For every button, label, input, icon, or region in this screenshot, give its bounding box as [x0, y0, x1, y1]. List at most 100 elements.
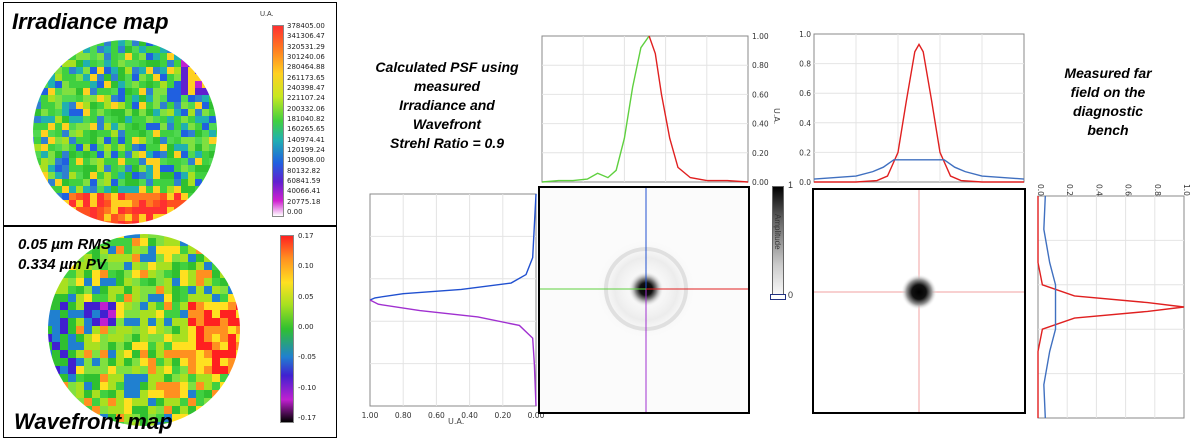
- heatmap-cell: [148, 374, 156, 382]
- heatmap-cell: [68, 342, 76, 350]
- heatmap-cell: [52, 382, 60, 390]
- heatmap-cell: [100, 366, 108, 374]
- heatmap-cell: [146, 193, 153, 200]
- heatmap-cell: [20, 53, 27, 60]
- heatmap-cell: [228, 302, 236, 310]
- heatmap-cell: [156, 382, 164, 390]
- profile-series-line: [648, 35, 749, 183]
- heatmap-cell: [139, 151, 146, 158]
- heatmap-cell: [172, 350, 180, 358]
- heatmap-cell: [104, 74, 111, 81]
- heatmap-cell: [174, 221, 181, 224]
- heatmap-cell: [223, 214, 230, 221]
- heatmap-cell: [104, 179, 111, 186]
- heatmap-cell: [76, 179, 83, 186]
- heatmap-cell: [90, 53, 97, 60]
- heatmap-cell: [181, 137, 188, 144]
- heatmap-cell: [223, 102, 230, 109]
- heatmap-cell: [132, 74, 139, 81]
- heatmap-cell: [124, 302, 132, 310]
- heatmap-cell: [188, 102, 195, 109]
- axis-tick-label: 0.0: [799, 178, 811, 186]
- heatmap-cell: [132, 81, 139, 88]
- heatmap-cell: [180, 278, 188, 286]
- heatmap-cell: [146, 200, 153, 207]
- heatmap-cell: [124, 406, 132, 414]
- heatmap-cell: [76, 366, 84, 374]
- heatmap-cell: [20, 130, 27, 137]
- heatmap-cell: [236, 246, 240, 254]
- heatmap-cell: [153, 53, 160, 60]
- heatmap-cell: [55, 130, 62, 137]
- heatmap-cell: [188, 286, 196, 294]
- colorbar-tick-label: 160265.65: [287, 125, 325, 134]
- heatmap-cell: [132, 278, 140, 286]
- heatmap-cell: [48, 207, 55, 214]
- heatmap-cell: [83, 95, 90, 102]
- heatmap-cell: [160, 102, 167, 109]
- heatmap-cell: [174, 81, 181, 88]
- heatmap-cell: [220, 334, 228, 342]
- heatmap-cell: [181, 172, 188, 179]
- heatmap-cell: [172, 262, 180, 270]
- heatmap-cell: [100, 334, 108, 342]
- heatmap-cell: [167, 165, 174, 172]
- heatmap-cell: [236, 302, 240, 310]
- heatmap-cell: [76, 130, 83, 137]
- heatmap-cell: [132, 186, 139, 193]
- heatmap-cell: [180, 294, 188, 302]
- heatmap-cell: [228, 390, 236, 398]
- heatmap-cell: [167, 74, 174, 81]
- heatmap-cell: [212, 342, 220, 350]
- heatmap-cell: [33, 165, 34, 172]
- heatmap-cell: [196, 350, 204, 358]
- heatmap-cell: [116, 278, 124, 286]
- measured-caption-line: field on the: [1070, 84, 1146, 100]
- heatmap-cell: [76, 358, 84, 366]
- heatmap-cell: [195, 123, 202, 130]
- heatmap-cell: [156, 414, 164, 422]
- heatmap-cell: [132, 382, 140, 390]
- heatmap-cell: [97, 74, 104, 81]
- colorbar-tick-label: -0.10: [298, 383, 317, 392]
- heatmap-cell: [188, 60, 195, 67]
- heatmap-cell: [181, 95, 188, 102]
- profile-series-line: [369, 299, 537, 407]
- heatmap-cell: [48, 382, 52, 390]
- heatmap-cell: [104, 109, 111, 116]
- heatmap-cell: [188, 254, 196, 262]
- heatmap-cell: [146, 137, 153, 144]
- heatmap-cell: [204, 350, 212, 358]
- heatmap-cell: [146, 88, 153, 95]
- heatmap-cell: [76, 286, 84, 294]
- heatmap-cell: [164, 406, 172, 414]
- calculated-caption: Calculated PSF using measured Irradiance…: [362, 58, 532, 153]
- heatmap-cell: [160, 214, 167, 221]
- heatmap-cell: [62, 151, 69, 158]
- heatmap-cell: [223, 60, 230, 67]
- heatmap-cell: [202, 81, 209, 88]
- heatmap-cell: [20, 207, 27, 214]
- heatmap-cell: [236, 318, 240, 326]
- heatmap-cell: [125, 67, 132, 74]
- profile-series-line: [1037, 196, 1185, 418]
- colorbar-tick-label: 301240.06: [287, 53, 325, 61]
- heatmap-cell: [69, 193, 76, 200]
- heatmap-cell: [108, 318, 116, 326]
- heatmap-cell: [69, 40, 76, 46]
- heatmap-cell: [125, 102, 132, 109]
- heatmap-cell: [202, 144, 209, 151]
- heatmap-cell: [104, 102, 111, 109]
- heatmap-cell: [139, 221, 146, 224]
- heatmap-cell: [140, 302, 148, 310]
- heatmap-cell: [90, 60, 97, 67]
- heatmap-cell: [236, 262, 240, 270]
- heatmap-cell: [156, 286, 164, 294]
- heatmap-cell: [33, 60, 34, 67]
- heatmap-cell: [76, 318, 84, 326]
- heatmap-cell: [55, 81, 62, 88]
- heatmap-cell: [116, 406, 124, 414]
- heatmap-cell: [90, 137, 97, 144]
- heatmap-cell: [204, 310, 212, 318]
- heatmap-cell: [104, 88, 111, 95]
